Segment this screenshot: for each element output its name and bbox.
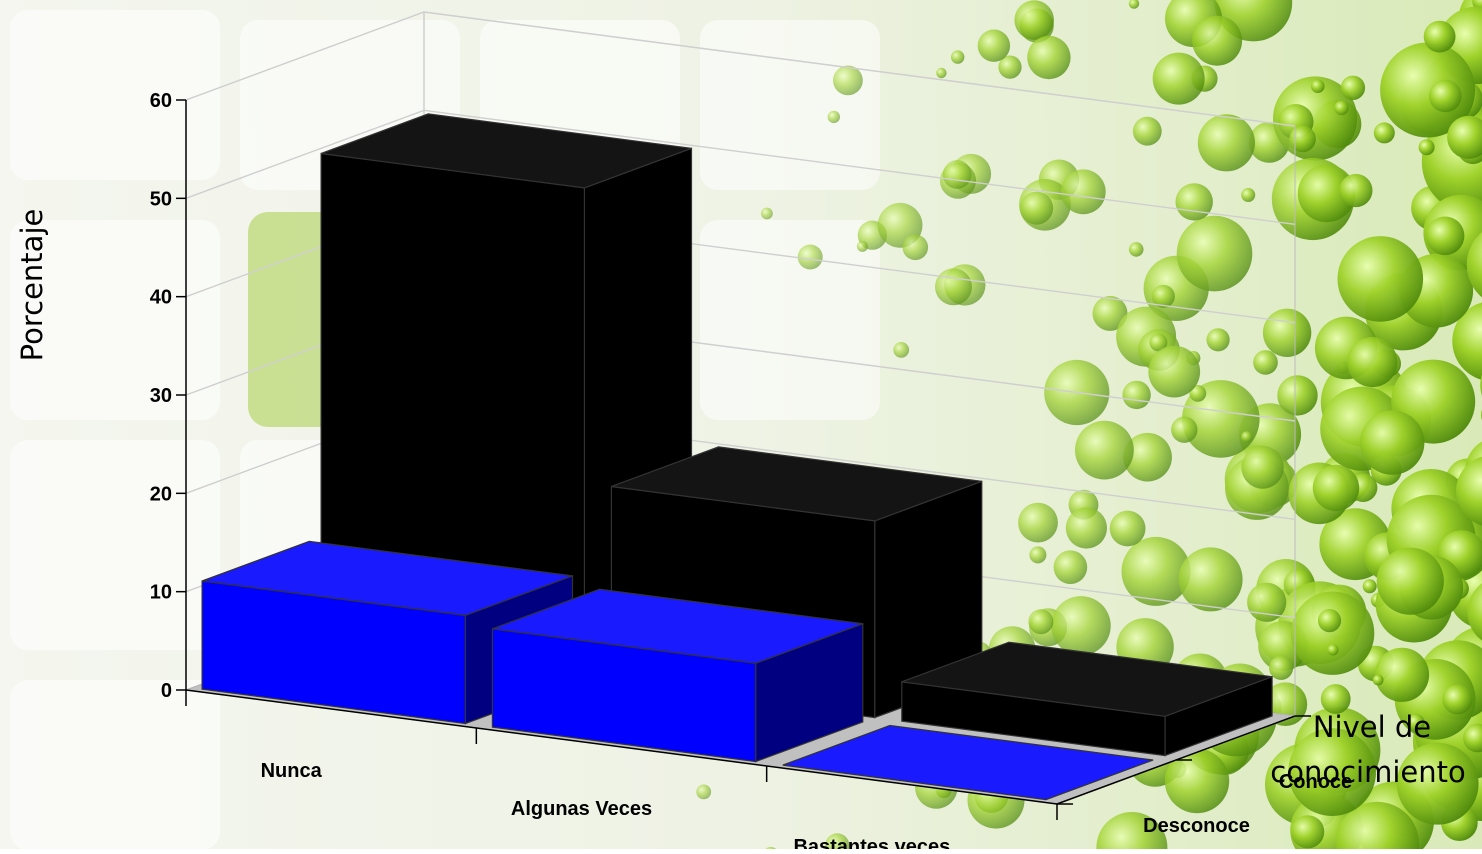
background-tile (10, 680, 220, 849)
background-sphere (1363, 579, 1377, 593)
z-axis-title-line-2: conocimiento (1270, 755, 1465, 789)
background-sphere (1153, 53, 1205, 105)
background-sphere (951, 50, 964, 63)
background-sphere (1426, 217, 1465, 256)
background-sphere (1419, 139, 1435, 155)
background-sphere (1192, 16, 1242, 66)
series-label-desconoce: Desconoce (1143, 815, 1250, 837)
background-sphere (1424, 21, 1456, 53)
background-sphere (1347, 337, 1397, 387)
background-sphere (1375, 648, 1429, 702)
background-sphere (978, 30, 1010, 62)
background-sphere (1341, 76, 1365, 100)
background-sphere (936, 68, 946, 78)
background-sphere (1027, 36, 1070, 79)
background-sphere (1443, 685, 1473, 715)
y-tick-label: 30 (150, 385, 172, 407)
background-sphere (1374, 122, 1395, 143)
background-sphere (1291, 592, 1374, 675)
background-sphere (1311, 79, 1325, 93)
y-tick-label: 20 (150, 483, 172, 505)
category-label-nunca: Nunca (261, 760, 323, 782)
category-label-algunas-veces: Algunas Veces (511, 798, 652, 820)
y-tick-label: 10 (150, 582, 172, 604)
y-tick-label: 0 (161, 680, 172, 702)
background-sphere (1327, 644, 1338, 655)
background-sphere (1339, 174, 1372, 207)
background-sphere (1429, 80, 1462, 113)
background-sphere (1338, 236, 1424, 322)
background-sphere (1291, 815, 1324, 848)
background-sphere (1313, 465, 1359, 511)
background-sphere (1334, 101, 1348, 115)
background-sphere (1360, 410, 1424, 474)
category-label-bastantes-veces: Bastantes veces (793, 836, 950, 849)
z-axis-title-line-1: Nivel de (1313, 710, 1431, 744)
background-sphere (1014, 0, 1054, 40)
background-sphere (1373, 675, 1384, 686)
background-sphere (1377, 548, 1444, 615)
y-tick-label: 50 (150, 188, 172, 210)
y-tick-label: 60 (150, 90, 172, 112)
y-axis-title: Porcentaje (15, 209, 49, 362)
background-sphere (1318, 609, 1341, 632)
y-tick-label: 40 (150, 287, 172, 309)
background-sphere (696, 785, 711, 800)
